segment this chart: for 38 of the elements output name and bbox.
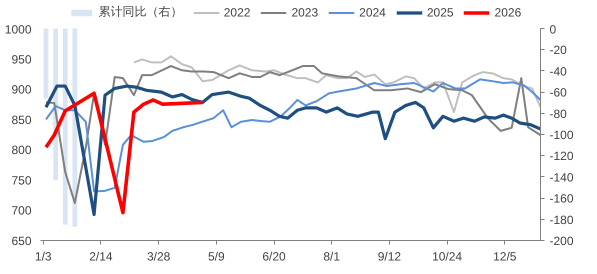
- x-tick-label: 12/5: [493, 250, 517, 264]
- x-tick-label: 10/24: [432, 250, 462, 264]
- y-tick-label: 800: [11, 143, 32, 158]
- y2-tick-label: -200: [550, 234, 574, 248]
- legend-label: 2025: [426, 5, 454, 19]
- x-tick-label: 5/9: [208, 250, 225, 264]
- y2-tick-label: 0: [550, 22, 556, 36]
- y2-tick-label: -160: [550, 192, 574, 206]
- line-series: [44, 84, 540, 216]
- legend-label: 2026: [494, 5, 522, 19]
- y-tick-label: 1000: [4, 22, 32, 36]
- line-series: [132, 55, 540, 114]
- line-series: [44, 92, 204, 214]
- x-tick-label: 3/28: [146, 250, 171, 264]
- line-series: [44, 78, 540, 192]
- x-tick-label: 2/14: [89, 250, 113, 264]
- x-tick-label: 9/12: [378, 250, 402, 264]
- y-tick-label: 950: [11, 52, 32, 66]
- y-tick-label: 700: [11, 204, 32, 218]
- x-tick-label: 8/1: [323, 250, 340, 264]
- y2-tick-label: -60: [550, 86, 568, 100]
- legend-label: 2022: [224, 5, 250, 19]
- y2-tick-label: -80: [550, 106, 568, 121]
- y-tick-label: 850: [11, 112, 32, 127]
- x-tick-label: 1/3: [34, 250, 52, 264]
- legend-label: 2023: [291, 5, 318, 19]
- x-tick-label: 6/20: [262, 250, 286, 264]
- y2-tick-label: -100: [550, 128, 574, 142]
- y2-tick-label: -40: [550, 64, 568, 78]
- y2-tick-label: -120: [550, 149, 574, 164]
- y-tick-label: 650: [11, 234, 32, 248]
- legend-label: 2024: [359, 5, 386, 19]
- y2-tick-label: -140: [550, 170, 574, 184]
- legend-label: 累计同比（右）: [98, 4, 183, 20]
- y-tick-label: 750: [11, 173, 32, 188]
- y2-tick-label: -180: [550, 212, 574, 227]
- y2-tick-label: -20: [550, 43, 568, 58]
- y-tick-label: 900: [11, 82, 32, 97]
